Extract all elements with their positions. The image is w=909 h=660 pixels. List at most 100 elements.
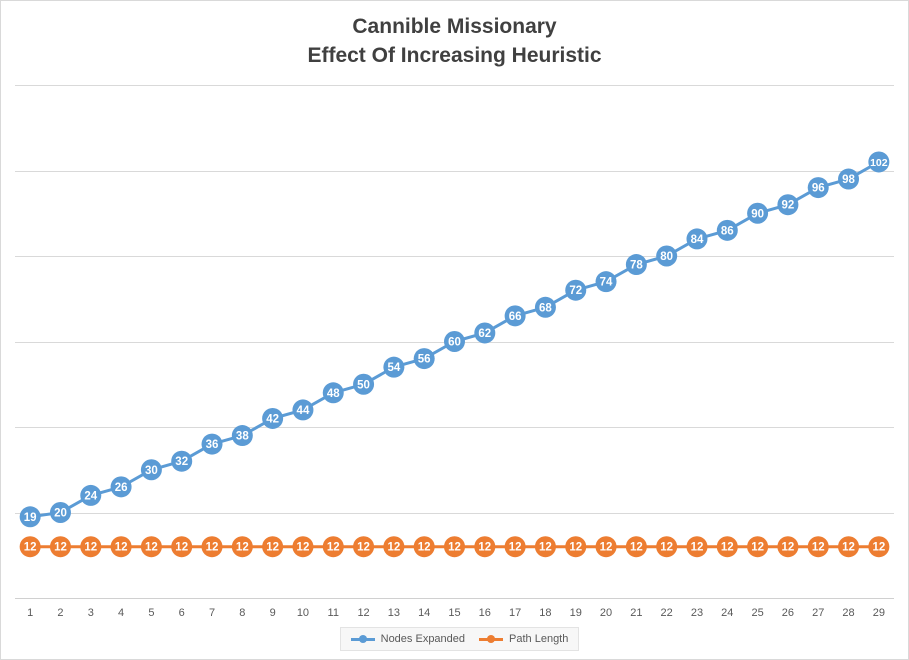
data-point bbox=[716, 536, 738, 558]
data-point bbox=[595, 536, 617, 558]
data-point bbox=[140, 536, 162, 558]
data-label: 102 bbox=[870, 157, 888, 169]
data-point bbox=[777, 536, 799, 558]
x-tick-label: 19 bbox=[570, 607, 582, 619]
data-point bbox=[140, 459, 162, 481]
data-point bbox=[353, 373, 375, 395]
data-label: 60 bbox=[448, 337, 461, 349]
data-label: 12 bbox=[509, 542, 522, 554]
data-point bbox=[686, 228, 708, 250]
series-layer: 19 20 24 26 30 32 36 38 42 44 48 50 54 56 60 62 66 68 72 74… bbox=[19, 151, 890, 558]
data-label: 12 bbox=[145, 542, 158, 554]
data-label: 90 bbox=[751, 208, 764, 220]
data-point bbox=[625, 254, 647, 276]
data-point bbox=[110, 536, 132, 558]
data-label: 86 bbox=[721, 225, 734, 237]
data-label: 26 bbox=[115, 482, 128, 494]
data-point bbox=[777, 194, 799, 216]
data-point bbox=[413, 536, 435, 558]
data-label: 12 bbox=[842, 542, 855, 554]
data-point bbox=[686, 536, 708, 558]
x-tick-label: 10 bbox=[297, 607, 309, 619]
data-point bbox=[262, 407, 284, 429]
data-label: 12 bbox=[418, 542, 431, 554]
data-label: 50 bbox=[357, 379, 370, 391]
data-point bbox=[292, 399, 314, 421]
data-label: 19 bbox=[24, 512, 37, 524]
data-label: 12 bbox=[54, 542, 67, 554]
series-path-length: 12 12 12 12 12 12 12 12 12 12 12 12 12 12 12 12 12 12 12 12… bbox=[19, 536, 890, 558]
data-point bbox=[868, 151, 890, 173]
legend: Nodes Expanded Path Length bbox=[340, 627, 579, 651]
data-label: 12 bbox=[357, 542, 370, 554]
x-tick-label: 3 bbox=[88, 607, 94, 619]
x-tick-label: 20 bbox=[600, 607, 612, 619]
chart-title-line-1: Cannible Missionary bbox=[352, 15, 557, 38]
data-label: 12 bbox=[751, 542, 764, 554]
legend-label-path-length: Path Length bbox=[509, 633, 569, 645]
data-point bbox=[504, 536, 526, 558]
data-point bbox=[656, 536, 678, 558]
data-point bbox=[747, 202, 769, 224]
data-label: 12 bbox=[84, 542, 97, 554]
data-point bbox=[534, 536, 556, 558]
data-label: 78 bbox=[630, 260, 643, 272]
data-label: 38 bbox=[236, 431, 249, 443]
data-point bbox=[49, 536, 71, 558]
x-tick-label: 7 bbox=[209, 607, 215, 619]
data-point bbox=[474, 536, 496, 558]
data-point bbox=[444, 536, 465, 558]
data-label: 98 bbox=[842, 174, 855, 186]
data-point bbox=[110, 476, 132, 498]
data-point bbox=[201, 433, 223, 455]
chart-title: Cannible Missionary Effect Of Increasing… bbox=[0, 12, 909, 70]
data-point bbox=[716, 219, 738, 241]
data-point bbox=[656, 245, 678, 267]
x-tick-label: 29 bbox=[873, 607, 885, 619]
data-point bbox=[565, 279, 587, 301]
data-label: 12 bbox=[691, 542, 704, 554]
data-point bbox=[80, 536, 102, 558]
x-tick-label: 22 bbox=[661, 607, 673, 619]
series-nodes-expanded: 19 20 24 26 30 32 36 38 42 44 48 50 54 56 60 62 66 68 72 74… bbox=[19, 151, 890, 528]
x-tick-label: 18 bbox=[539, 607, 551, 619]
data-label: 12 bbox=[236, 542, 249, 554]
data-point bbox=[80, 484, 102, 506]
data-label: 36 bbox=[206, 439, 219, 451]
data-label: 80 bbox=[660, 251, 673, 263]
data-point bbox=[444, 331, 465, 352]
legend-swatch-nodes-expanded bbox=[350, 635, 375, 643]
data-point bbox=[262, 536, 284, 558]
data-label: 12 bbox=[539, 542, 552, 554]
x-tick-label: 13 bbox=[388, 607, 400, 619]
data-point bbox=[565, 536, 587, 558]
data-point bbox=[807, 177, 829, 199]
data-point bbox=[383, 356, 405, 378]
data-point bbox=[504, 305, 526, 327]
x-tick-label: 15 bbox=[448, 607, 460, 619]
data-label: 54 bbox=[387, 362, 400, 374]
data-point bbox=[383, 536, 405, 558]
data-label: 12 bbox=[175, 542, 188, 554]
data-label: 66 bbox=[509, 311, 522, 323]
x-tick-label: 8 bbox=[239, 607, 245, 619]
x-tick-label: 14 bbox=[418, 607, 430, 619]
data-point bbox=[413, 348, 435, 370]
x-tick-label: 17 bbox=[509, 607, 521, 619]
data-label: 12 bbox=[206, 542, 219, 554]
legend-label-nodes-expanded: Nodes Expanded bbox=[380, 633, 466, 645]
data-label: 12 bbox=[660, 542, 673, 554]
x-tick-label: 28 bbox=[842, 607, 854, 619]
x-tick-label: 16 bbox=[479, 607, 491, 619]
x-tick-label: 23 bbox=[691, 607, 703, 619]
x-tick-label: 6 bbox=[179, 607, 185, 619]
data-point bbox=[625, 536, 647, 558]
data-label: 12 bbox=[387, 542, 400, 554]
data-label: 12 bbox=[327, 542, 340, 554]
data-label: 12 bbox=[600, 542, 613, 554]
data-label: 20 bbox=[54, 508, 67, 520]
data-label: 44 bbox=[297, 405, 310, 417]
data-point bbox=[231, 425, 253, 447]
x-tick-label: 2 bbox=[57, 607, 63, 619]
data-label: 30 bbox=[145, 465, 158, 477]
